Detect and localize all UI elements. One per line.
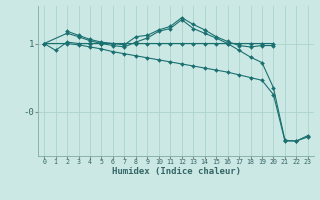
X-axis label: Humidex (Indice chaleur): Humidex (Indice chaleur) <box>111 167 241 176</box>
